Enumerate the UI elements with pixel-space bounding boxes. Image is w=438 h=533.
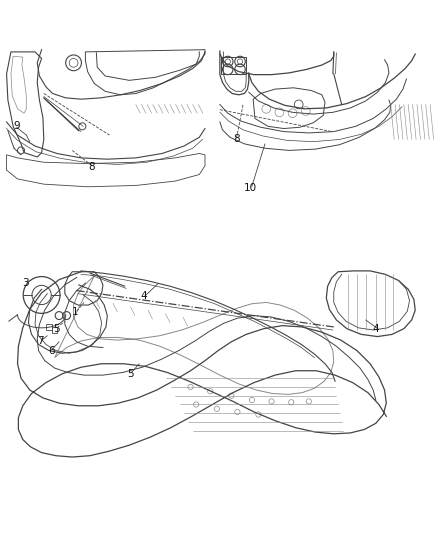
Text: 5: 5 [127, 369, 134, 379]
Text: 7: 7 [37, 336, 44, 346]
Text: 10: 10 [244, 183, 257, 192]
Text: 8: 8 [88, 161, 95, 172]
Text: 4: 4 [372, 324, 379, 334]
Text: 3: 3 [22, 278, 29, 288]
Text: 5: 5 [53, 324, 60, 334]
Text: 1: 1 [72, 308, 79, 318]
Text: 4: 4 [140, 291, 147, 301]
Text: 9: 9 [13, 122, 20, 131]
Text: 8: 8 [233, 134, 240, 143]
Text: 6: 6 [48, 345, 55, 356]
